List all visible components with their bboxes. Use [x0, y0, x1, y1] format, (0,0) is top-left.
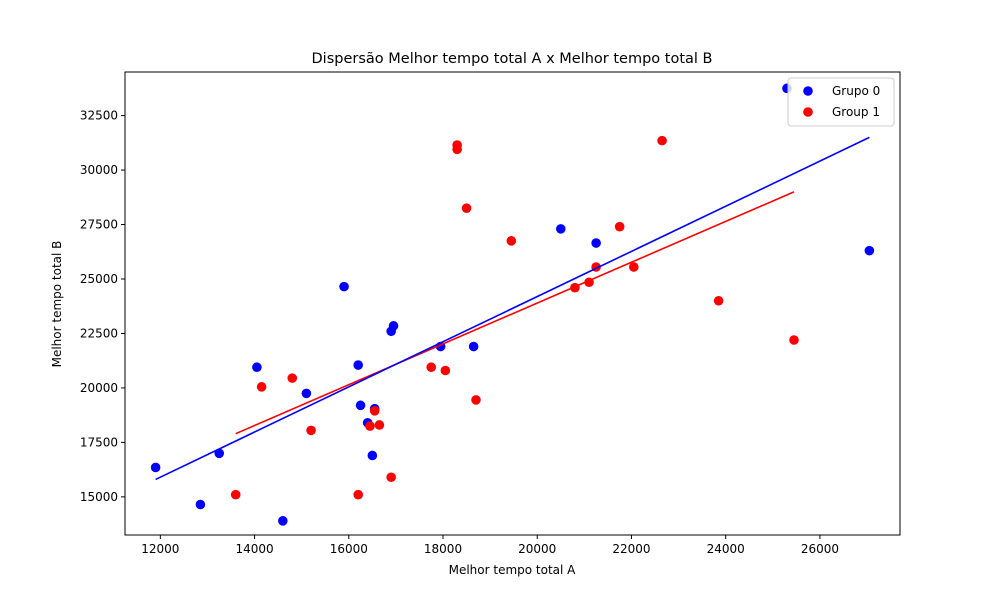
data-point — [256, 382, 267, 392]
y-tick-label: 25000 — [80, 272, 118, 286]
y-axis-label: Melhor tempo total B — [50, 241, 64, 368]
plot-frame — [124, 71, 901, 536]
x-tick-label: 16000 — [330, 542, 368, 556]
x-axis: 12000 14000 16000 18000 20000 22000 24000 26000 — [141, 535, 839, 556]
y-tick-label: 20000 — [80, 381, 118, 395]
data-point — [287, 373, 298, 383]
data-point — [713, 295, 724, 306]
data-point — [367, 450, 378, 461]
data-point — [426, 362, 437, 373]
data-point — [657, 135, 667, 146]
data-point — [506, 236, 517, 246]
data-point — [150, 462, 161, 473]
x-tick-label: 26000 — [801, 542, 839, 556]
x-tick-label: 24000 — [707, 542, 745, 556]
data-point — [278, 516, 288, 526]
data-point — [461, 203, 472, 213]
legend-label: Grupo 0 — [832, 84, 880, 98]
data-point — [471, 395, 481, 405]
data-point — [555, 224, 566, 234]
y-tick-label: 27500 — [80, 218, 118, 232]
data-point — [339, 281, 349, 292]
y-tick-label: 17500 — [80, 435, 118, 449]
data-point — [365, 421, 375, 431]
data-point — [789, 335, 799, 345]
x-axis-label: Melhor tempo total A — [449, 563, 577, 577]
data-point — [629, 262, 639, 272]
legend: Grupo 0 Group 1 — [787, 77, 895, 127]
series-1 — [230, 135, 799, 500]
x-tick-label: 12000 — [141, 542, 179, 556]
y-axis: 15000 17500 20000 22500 25000 27500 30000 32500 — [80, 109, 125, 504]
data-point — [440, 365, 451, 376]
data-point — [195, 499, 206, 510]
data-point — [386, 472, 396, 483]
data-point — [301, 388, 312, 399]
trend-line-1 — [235, 191, 795, 435]
data-point — [614, 221, 625, 232]
data-point — [468, 341, 479, 352]
data-point — [353, 489, 364, 500]
legend-marker — [803, 107, 813, 117]
legend-box — [787, 77, 895, 127]
x-tick-label: 18000 — [424, 542, 462, 556]
data-point — [388, 321, 399, 331]
data-point — [306, 425, 316, 436]
x-tick-label: 20000 — [518, 542, 556, 556]
data-point — [591, 238, 601, 248]
y-tick-label: 32500 — [80, 109, 118, 123]
chart-title: Dispersão Melhor tempo total A x Melhor … — [312, 51, 713, 67]
plot-area — [150, 83, 875, 526]
data-point — [452, 144, 462, 155]
legend-marker — [803, 86, 813, 96]
data-point — [374, 420, 385, 430]
x-tick-label: 22000 — [612, 542, 650, 556]
x-tick-label: 14000 — [235, 542, 273, 556]
legend-label: Group 1 — [832, 105, 880, 119]
y-tick-label: 15000 — [80, 490, 118, 504]
y-tick-label: 30000 — [80, 163, 118, 177]
y-tick-label: 22500 — [80, 326, 118, 340]
data-point — [864, 245, 875, 256]
data-point — [369, 406, 380, 416]
data-point — [230, 489, 241, 500]
data-point — [355, 400, 366, 411]
data-point — [252, 362, 262, 373]
data-point — [353, 360, 364, 370]
trend-line-0 — [155, 136, 870, 481]
